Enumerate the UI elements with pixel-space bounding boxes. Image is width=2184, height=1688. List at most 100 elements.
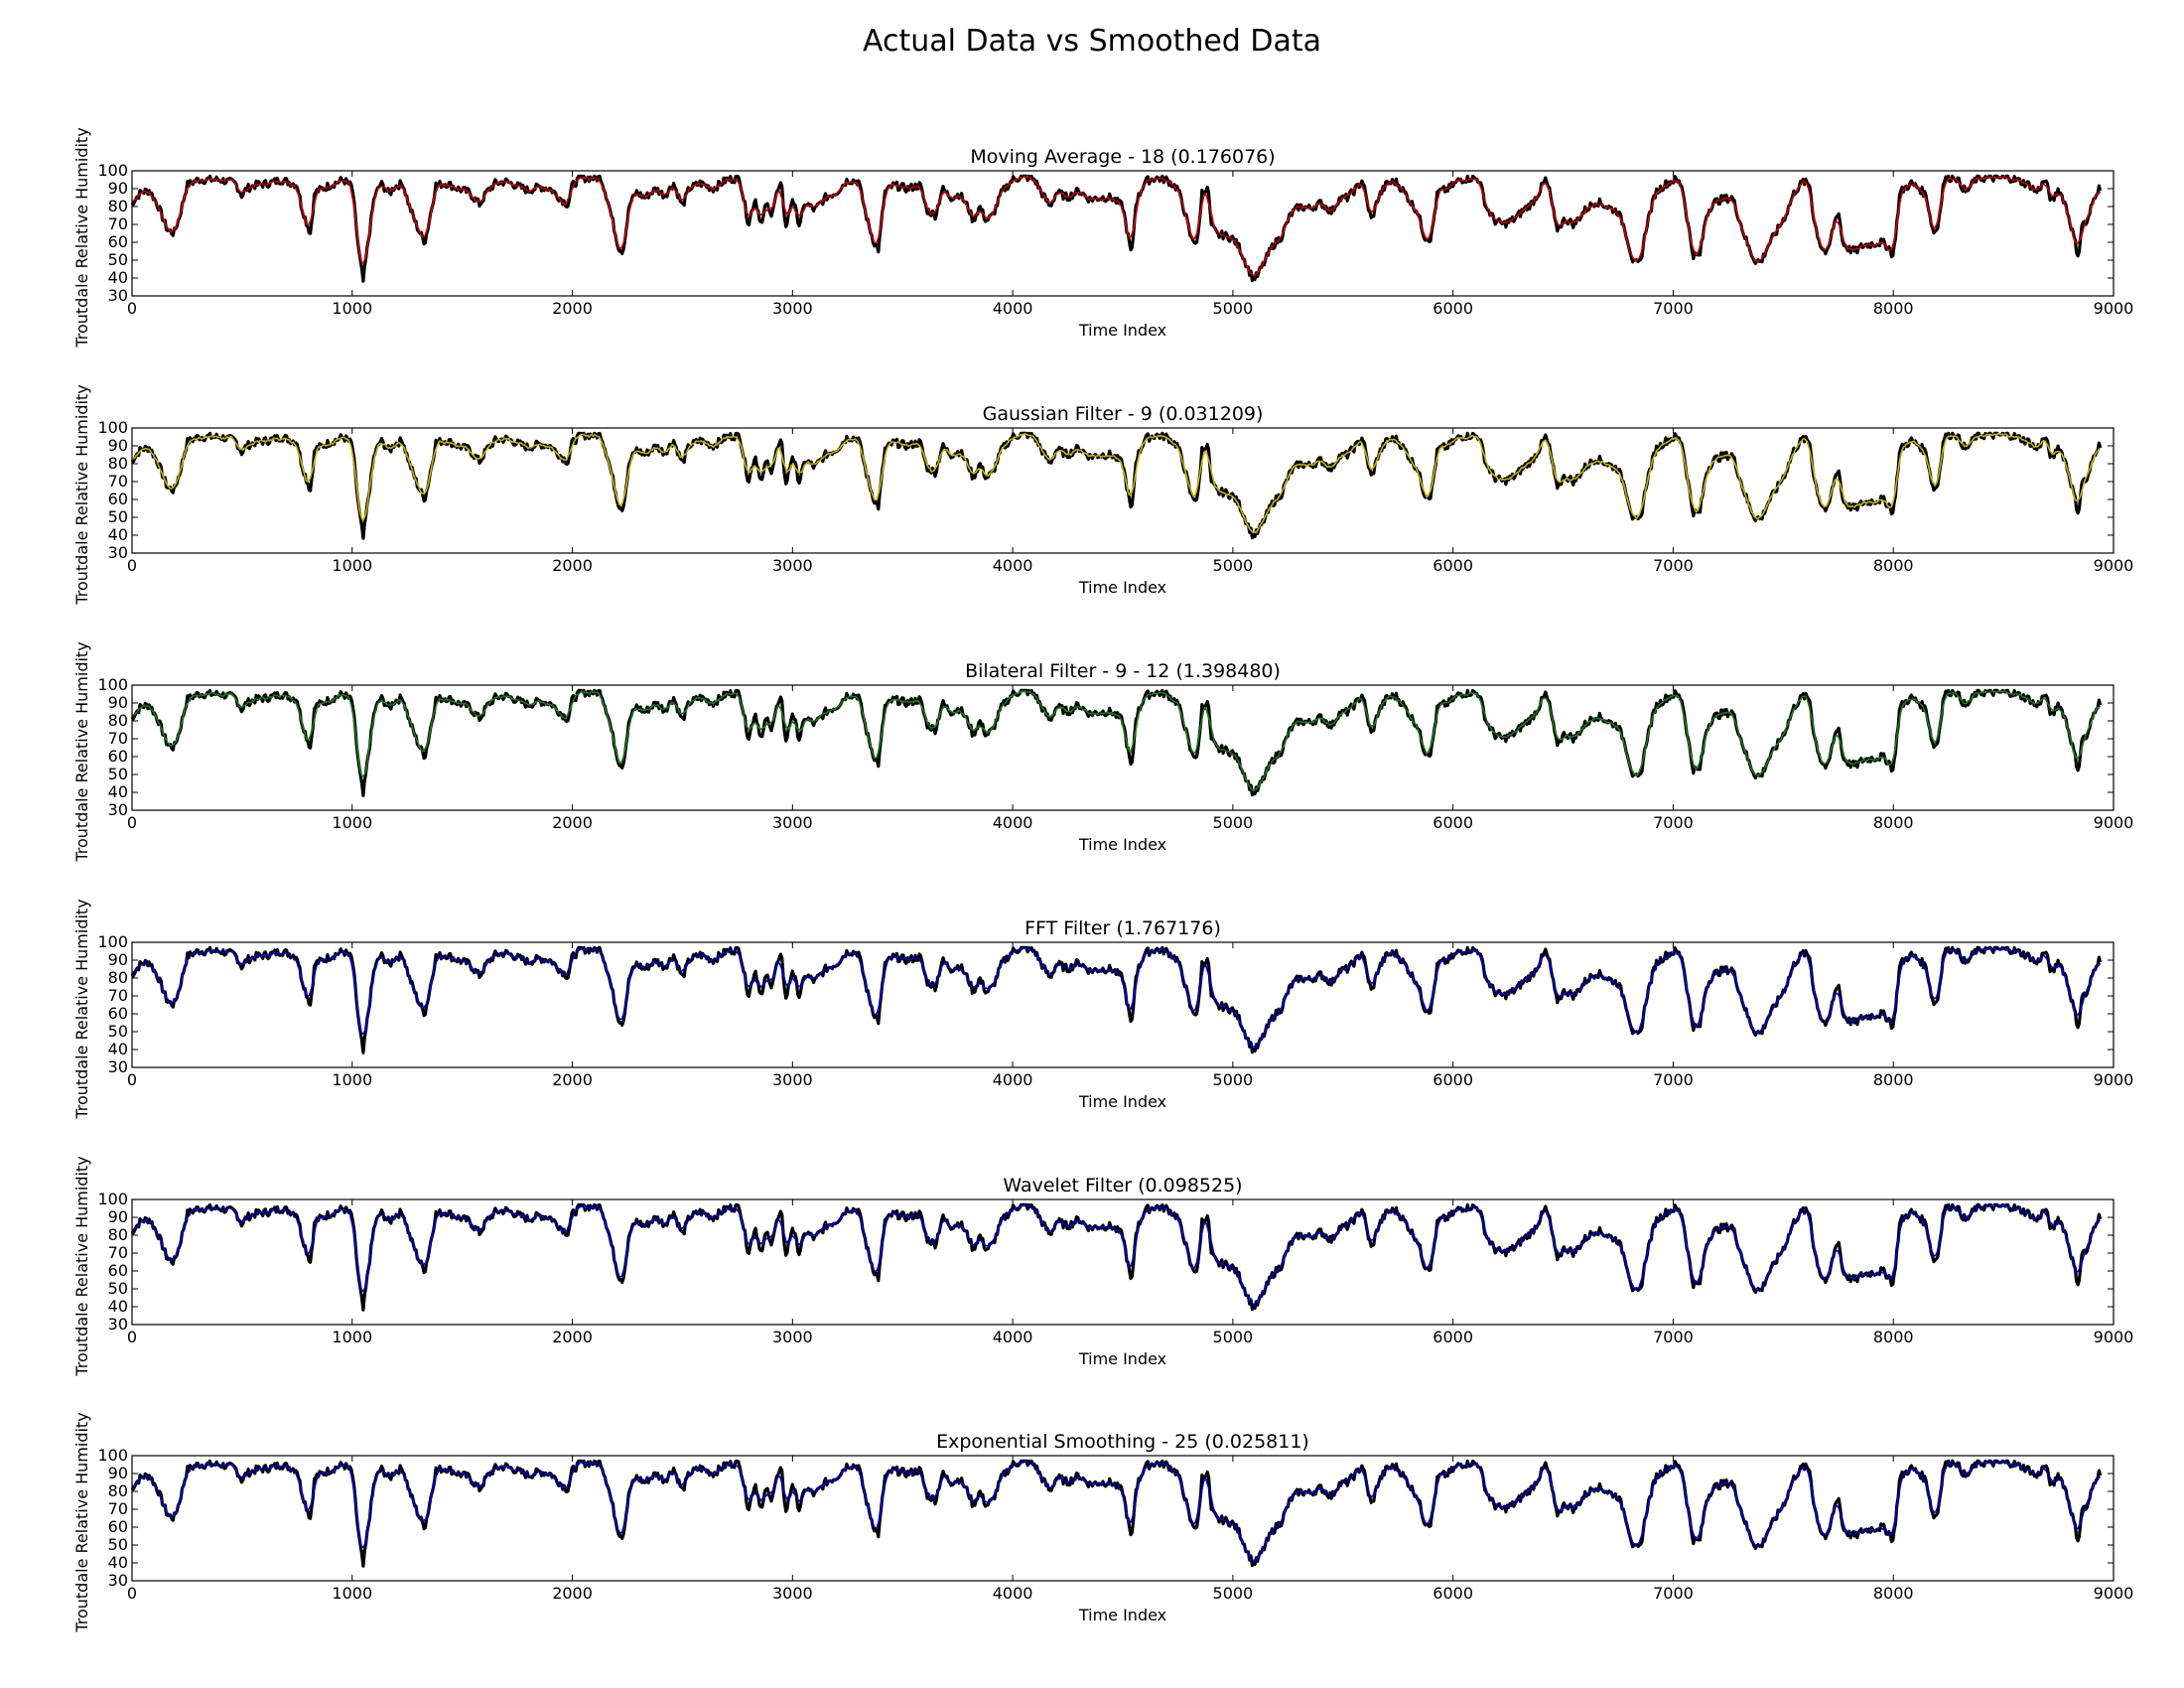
plot-frame [131, 1455, 2115, 1582]
x-tick-label: 8000 [1873, 556, 1914, 575]
x-tick-label: 9000 [2094, 1070, 2134, 1089]
y-tick-label: 80 [108, 968, 128, 987]
y-tick-label: 60 [108, 1517, 128, 1536]
plot-frame [131, 941, 2115, 1068]
y-tick-label: 100 [97, 1446, 128, 1465]
y-tick-label: 90 [108, 179, 128, 198]
series-line-bilateral [131, 690, 2102, 792]
y-tick-label: 70 [108, 986, 128, 1005]
y-axis-label: Troutdale Relative Humidity [72, 899, 91, 1119]
subplot-title: Wavelet Filter (0.098525) [1003, 1175, 1242, 1196]
x-tick-label: 2000 [552, 556, 593, 575]
x-tick-label: 1000 [332, 1584, 372, 1603]
x-tick-label: 4000 [993, 556, 1033, 575]
y-tick-label: 70 [108, 729, 128, 748]
x-axis-label: Time Index [1078, 578, 1166, 597]
x-tick-label: 1000 [332, 299, 372, 318]
y-tick-label: 50 [108, 1022, 128, 1041]
x-tick-label: 2000 [552, 1328, 593, 1346]
y-tick-label: 100 [97, 675, 128, 694]
x-tick-label: 2000 [552, 1584, 593, 1603]
x-tick-label: 0 [127, 1070, 137, 1089]
y-tick-label: 100 [97, 1190, 128, 1208]
y-tick-label: 90 [108, 1207, 128, 1226]
x-tick-label: 6000 [1433, 1070, 1473, 1089]
y-tick-label: 70 [108, 214, 128, 233]
x-tick-label: 1000 [332, 1328, 372, 1346]
x-tick-label: 2000 [552, 813, 593, 832]
y-tick-label: 80 [108, 454, 128, 473]
x-tick-label: 1000 [332, 813, 372, 832]
y-tick-label: 60 [108, 490, 128, 508]
figure-title: Actual Data vs Smoothed Data [862, 24, 1322, 59]
x-tick-label: 2000 [552, 1070, 593, 1089]
y-tick-label: 40 [108, 782, 128, 801]
y-tick-label: 90 [108, 436, 128, 455]
x-tick-label: 0 [127, 299, 137, 318]
y-tick-label: 40 [108, 1040, 128, 1058]
x-tick-label: 8000 [1873, 1584, 1914, 1603]
x-tick-label: 4000 [993, 1328, 1033, 1346]
y-tick-label: 50 [108, 507, 128, 526]
y-tick-label: 50 [108, 1279, 128, 1298]
plot-frame [131, 427, 2115, 554]
y-tick-label: 100 [97, 418, 128, 437]
y-tick-label: 100 [97, 161, 128, 180]
x-tick-label: 9000 [2094, 556, 2134, 575]
series-line-actual [130, 688, 2103, 797]
x-axis-label: Time Index [1078, 321, 1166, 340]
y-tick-label: 60 [108, 1004, 128, 1023]
y-axis-label: Troutdale Relative Humidity [72, 127, 91, 348]
plot-frame [131, 684, 2115, 811]
x-tick-label: 6000 [1433, 556, 1473, 575]
x-tick-label: 5000 [1213, 813, 1254, 832]
series-line-gaussian [131, 432, 2101, 534]
x-tick-label: 0 [127, 813, 137, 832]
x-tick-label: 3000 [772, 1070, 813, 1089]
y-tick-label: 50 [108, 1535, 128, 1554]
x-tick-label: 7000 [1653, 1584, 1694, 1603]
series-line-moving_average [131, 175, 2102, 277]
subplot-title: Moving Average - 18 (0.176076) [970, 146, 1275, 168]
x-tick-label: 8000 [1873, 1070, 1914, 1089]
y-tick-label: 40 [108, 268, 128, 287]
x-tick-label: 3000 [772, 556, 813, 575]
x-tick-label: 9000 [2094, 1328, 2134, 1346]
y-tick-label: 70 [108, 472, 128, 491]
x-tick-label: 0 [127, 1584, 137, 1603]
x-tick-label: 5000 [1213, 556, 1254, 575]
y-tick-label: 30 [108, 286, 128, 305]
x-axis-label: Time Index [1078, 835, 1166, 854]
series-line-exponential [131, 1460, 2102, 1562]
subplot-title: Bilateral Filter - 9 - 12 (1.398480) [965, 660, 1281, 682]
subplot-2: 0 1000 2000 3000 4000 5000 6000 7000 8000 9000 304… [72, 384, 2133, 605]
x-tick-label: 6000 [1433, 299, 1473, 318]
subplot-title: Exponential Smoothing - 25 (0.025811) [936, 1431, 1309, 1453]
x-tick-label: 3000 [772, 1328, 813, 1346]
x-axis-label: Time Index [1078, 1606, 1166, 1624]
y-axis-label: Troutdale Relative Humidity [72, 384, 91, 605]
y-tick-label: 30 [108, 1571, 128, 1590]
y-axis-label: Troutdale Relative Humidity [72, 641, 91, 862]
y-tick-label: 100 [97, 932, 128, 951]
y-tick-label: 30 [108, 1057, 128, 1076]
y-tick-label: 50 [108, 250, 128, 269]
x-tick-label: 4000 [993, 1584, 1033, 1603]
x-tick-label: 7000 [1653, 556, 1694, 575]
x-tick-label: 3000 [772, 1584, 813, 1603]
y-tick-label: 30 [108, 543, 128, 562]
subplot-1: 0 1000 2000 3000 4000 5000 6000 7000 8000 9000 304… [72, 127, 2133, 348]
x-tick-label: 5000 [1213, 1328, 1254, 1346]
x-tick-label: 8000 [1873, 299, 1914, 318]
plot-frame [131, 1198, 2115, 1326]
x-tick-label: 5000 [1213, 299, 1254, 318]
y-tick-label: 50 [108, 765, 128, 783]
x-tick-label: 5000 [1213, 1584, 1254, 1603]
y-tick-label: 80 [108, 197, 128, 215]
y-tick-label: 70 [108, 1243, 128, 1262]
y-tick-label: 80 [108, 1225, 128, 1244]
x-axis-label: Time Index [1078, 1092, 1166, 1111]
x-tick-label: 4000 [993, 1070, 1033, 1089]
series-line-actual [130, 945, 2103, 1055]
x-tick-label: 7000 [1653, 1070, 1694, 1089]
